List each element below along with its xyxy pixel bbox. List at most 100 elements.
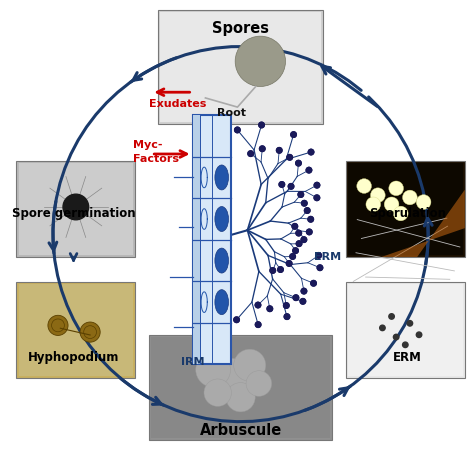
Circle shape [402,342,408,347]
Circle shape [389,181,403,196]
Circle shape [291,132,296,137]
Circle shape [259,122,264,128]
Circle shape [296,241,302,246]
Circle shape [293,248,298,253]
Circle shape [267,306,273,312]
Circle shape [276,148,282,153]
Circle shape [234,317,239,323]
Circle shape [296,230,301,236]
Circle shape [291,132,296,137]
Circle shape [308,217,313,222]
Text: Root: Root [217,108,246,118]
Circle shape [293,295,299,301]
Circle shape [389,313,394,319]
Circle shape [290,254,295,259]
Bar [16,161,135,257]
Circle shape [260,146,265,151]
Circle shape [226,383,255,412]
Text: ERM: ERM [393,351,422,364]
Circle shape [278,267,283,272]
Circle shape [283,303,289,308]
Circle shape [248,151,254,157]
Circle shape [300,299,306,304]
Bar [161,12,320,122]
Circle shape [270,268,275,273]
Circle shape [393,206,408,221]
Circle shape [308,149,314,155]
Circle shape [246,371,272,396]
Ellipse shape [215,165,228,190]
Circle shape [63,194,89,220]
Circle shape [301,288,307,294]
Circle shape [284,314,290,319]
Bar [346,161,465,257]
Circle shape [316,252,321,258]
Circle shape [235,36,285,86]
Text: Myc-: Myc- [133,140,163,150]
Circle shape [279,182,284,187]
Text: Spore germination: Spore germination [12,207,136,220]
Bar [348,285,463,376]
Circle shape [308,217,313,222]
Circle shape [384,197,399,212]
Circle shape [267,306,273,312]
Circle shape [286,261,292,266]
Text: IRM: IRM [181,357,204,367]
Circle shape [393,334,399,340]
Circle shape [260,146,265,151]
Bar [200,115,201,364]
Circle shape [255,322,261,327]
Circle shape [296,160,301,166]
Circle shape [407,320,413,326]
Circle shape [311,280,316,286]
Circle shape [416,195,431,209]
Circle shape [314,195,319,201]
Circle shape [371,188,385,202]
Circle shape [380,325,385,330]
Text: Spores: Spores [212,21,269,36]
Circle shape [48,315,68,336]
Circle shape [204,379,231,406]
Circle shape [314,195,319,201]
Circle shape [279,182,284,187]
Circle shape [301,237,307,242]
Bar [192,115,200,364]
Circle shape [293,248,298,253]
Circle shape [270,268,275,273]
Circle shape [259,122,264,128]
Circle shape [307,229,312,235]
Circle shape [301,201,307,206]
Bar [16,282,135,378]
Circle shape [402,190,417,205]
Circle shape [316,252,321,258]
Circle shape [304,208,310,213]
Circle shape [290,254,295,259]
Circle shape [296,241,302,246]
Circle shape [286,261,292,266]
Circle shape [306,168,312,173]
Polygon shape [382,190,465,257]
Circle shape [317,265,323,270]
Text: Sporulation: Sporulation [369,207,446,220]
Circle shape [308,149,314,155]
Text: ERM: ERM [314,252,341,262]
Circle shape [278,267,283,272]
Circle shape [304,208,310,213]
Circle shape [287,155,292,160]
Circle shape [298,192,303,197]
Text: Arbuscule: Arbuscule [200,423,282,438]
Circle shape [301,288,307,294]
Circle shape [416,332,422,337]
Circle shape [287,155,292,160]
Circle shape [307,229,312,235]
Bar [158,10,323,124]
Circle shape [283,303,289,308]
Ellipse shape [215,207,228,231]
Circle shape [288,184,294,189]
Circle shape [301,201,307,206]
Circle shape [234,317,239,323]
Circle shape [196,353,230,387]
Bar [348,163,463,255]
Circle shape [292,224,298,229]
Text: Hyphopodium: Hyphopodium [28,351,119,364]
